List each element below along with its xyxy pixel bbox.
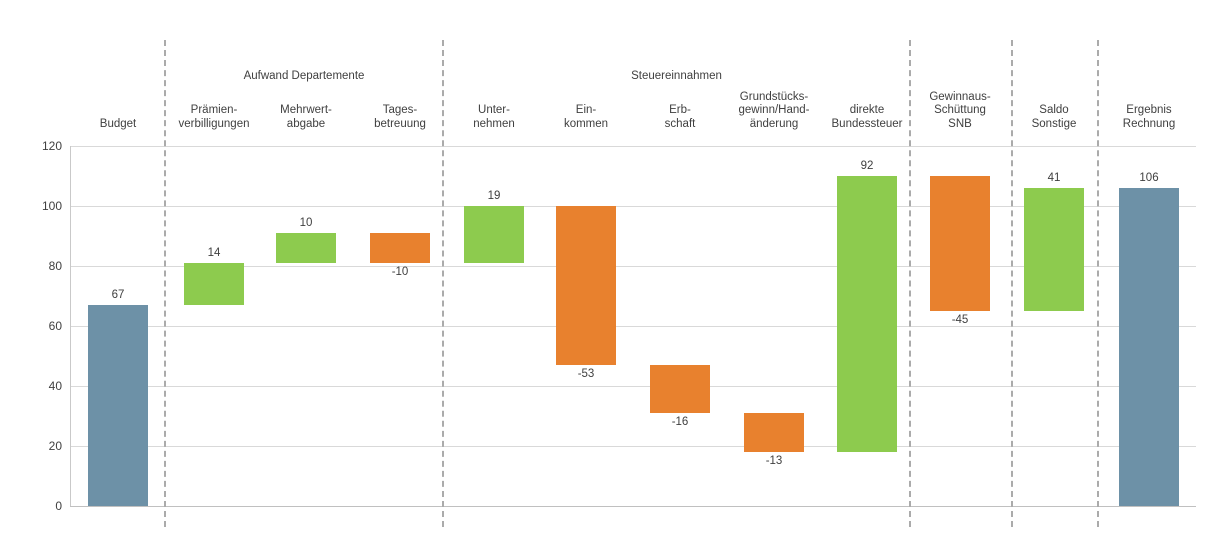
bar-value-label: 106 — [1139, 172, 1159, 184]
waterfall-bar — [650, 365, 710, 413]
waterfall-bar — [464, 206, 524, 263]
category-label-line: betreuung — [374, 117, 426, 130]
y-axis-tick-label: 60 — [48, 319, 62, 333]
category-label-line: Gewinnaus- — [929, 90, 991, 103]
category-label-line: Erb- — [669, 104, 691, 116]
category-label-line: kommen — [563, 117, 609, 130]
bar-value-label: -13 — [765, 455, 783, 467]
y-axis-line — [70, 146, 71, 506]
category-label-line: änderung — [749, 117, 799, 130]
category-label-line: abgabe — [286, 117, 326, 130]
category-label-line: Prämien- — [190, 104, 238, 116]
waterfall-bar — [1024, 188, 1084, 311]
category-label: Ergebnis Rechnung — [1123, 104, 1175, 131]
category-label-line: Budget — [99, 117, 137, 130]
category-label-line: Schüttung — [934, 104, 986, 116]
bar-value-label: -10 — [391, 266, 409, 278]
category-label-line: Ergebnis — [1126, 104, 1172, 116]
y-axis-tick-label: 80 — [48, 259, 62, 273]
gridline-100 — [70, 206, 1196, 207]
category-label: Budget — [100, 118, 136, 132]
category-label: Erb-schaft — [665, 104, 696, 131]
group-label: Aufwand Departemente — [243, 70, 365, 82]
category-label-line: Rechnung — [1122, 117, 1176, 130]
bar-value-label: -45 — [951, 314, 969, 326]
category-label: Mehrwert-abgabe — [280, 104, 332, 131]
bar-value-label: 19 — [487, 190, 501, 202]
waterfall-bar — [276, 233, 336, 263]
waterfall-bar — [370, 233, 430, 263]
category-label: Saldo Sonstige — [1032, 104, 1077, 131]
group-separator — [164, 40, 166, 527]
category-label-line: nehmen — [473, 117, 515, 130]
waterfall-bar — [556, 206, 616, 365]
bar-value-label: -16 — [671, 416, 689, 428]
category-label: Prämien-verbilligungen — [179, 104, 250, 131]
category-label-line: Tages- — [382, 104, 418, 116]
category-label: Unter-nehmen — [473, 104, 515, 131]
bar-value-label: 14 — [207, 247, 221, 259]
category-label-line: verbilligungen — [178, 117, 250, 130]
category-label: Gewinnaus- Schüttung SNB — [929, 91, 990, 132]
gridline-40 — [70, 386, 1196, 387]
bar-value-label: 10 — [299, 217, 313, 229]
group-label: Steuereinnahmen — [631, 70, 722, 82]
category-label: direkte Bundessteuer — [832, 104, 903, 131]
y-axis-tick-label: 100 — [41, 199, 62, 213]
category-label-line: schaft — [664, 117, 696, 130]
category-label: Grundstücks-gewinn/Hand-änderung — [739, 91, 810, 132]
y-axis-tick-label: 40 — [48, 379, 62, 393]
y-axis-tick-label: 20 — [48, 439, 62, 453]
gridline-20 — [70, 446, 1196, 447]
gridline-60 — [70, 326, 1196, 327]
gridline-0 — [70, 506, 1196, 507]
bar-value-label: 67 — [111, 289, 125, 301]
waterfall-bar — [744, 413, 804, 452]
category-label-line: Mehrwert- — [280, 104, 332, 116]
group-separator — [442, 40, 444, 527]
category-label-line: Unter- — [478, 104, 510, 116]
waterfall-bar — [930, 176, 990, 311]
category-label: Tages-betreuung — [374, 104, 426, 131]
category-label-line: Grundstücks- — [739, 90, 809, 103]
category-label: Ein-kommen — [564, 104, 608, 131]
category-label-line: Ein- — [575, 104, 597, 116]
waterfall-bar — [88, 305, 148, 506]
y-axis-tick-label: 120 — [41, 139, 62, 153]
y-axis-tick-label: 0 — [55, 499, 62, 513]
waterfall-bar — [1119, 188, 1179, 506]
bar-value-label: -53 — [577, 368, 595, 380]
category-label-line: gewinn/Hand- — [738, 104, 810, 116]
gridline-120 — [70, 146, 1196, 147]
bar-value-label: 41 — [1047, 172, 1061, 184]
category-label-line: Sonstige — [1031, 117, 1077, 130]
bar-value-label: 92 — [860, 160, 874, 172]
gridline-80 — [70, 266, 1196, 267]
group-separator — [1097, 40, 1099, 527]
category-label-line: direkte — [849, 104, 885, 116]
group-separator — [909, 40, 911, 527]
waterfall-bar — [837, 176, 897, 452]
category-label-line: Saldo — [1039, 104, 1069, 116]
category-label-line: SNB — [948, 117, 972, 130]
group-separator — [1011, 40, 1013, 527]
category-label-line: Bundessteuer — [831, 117, 903, 130]
waterfall-bar — [184, 263, 244, 305]
